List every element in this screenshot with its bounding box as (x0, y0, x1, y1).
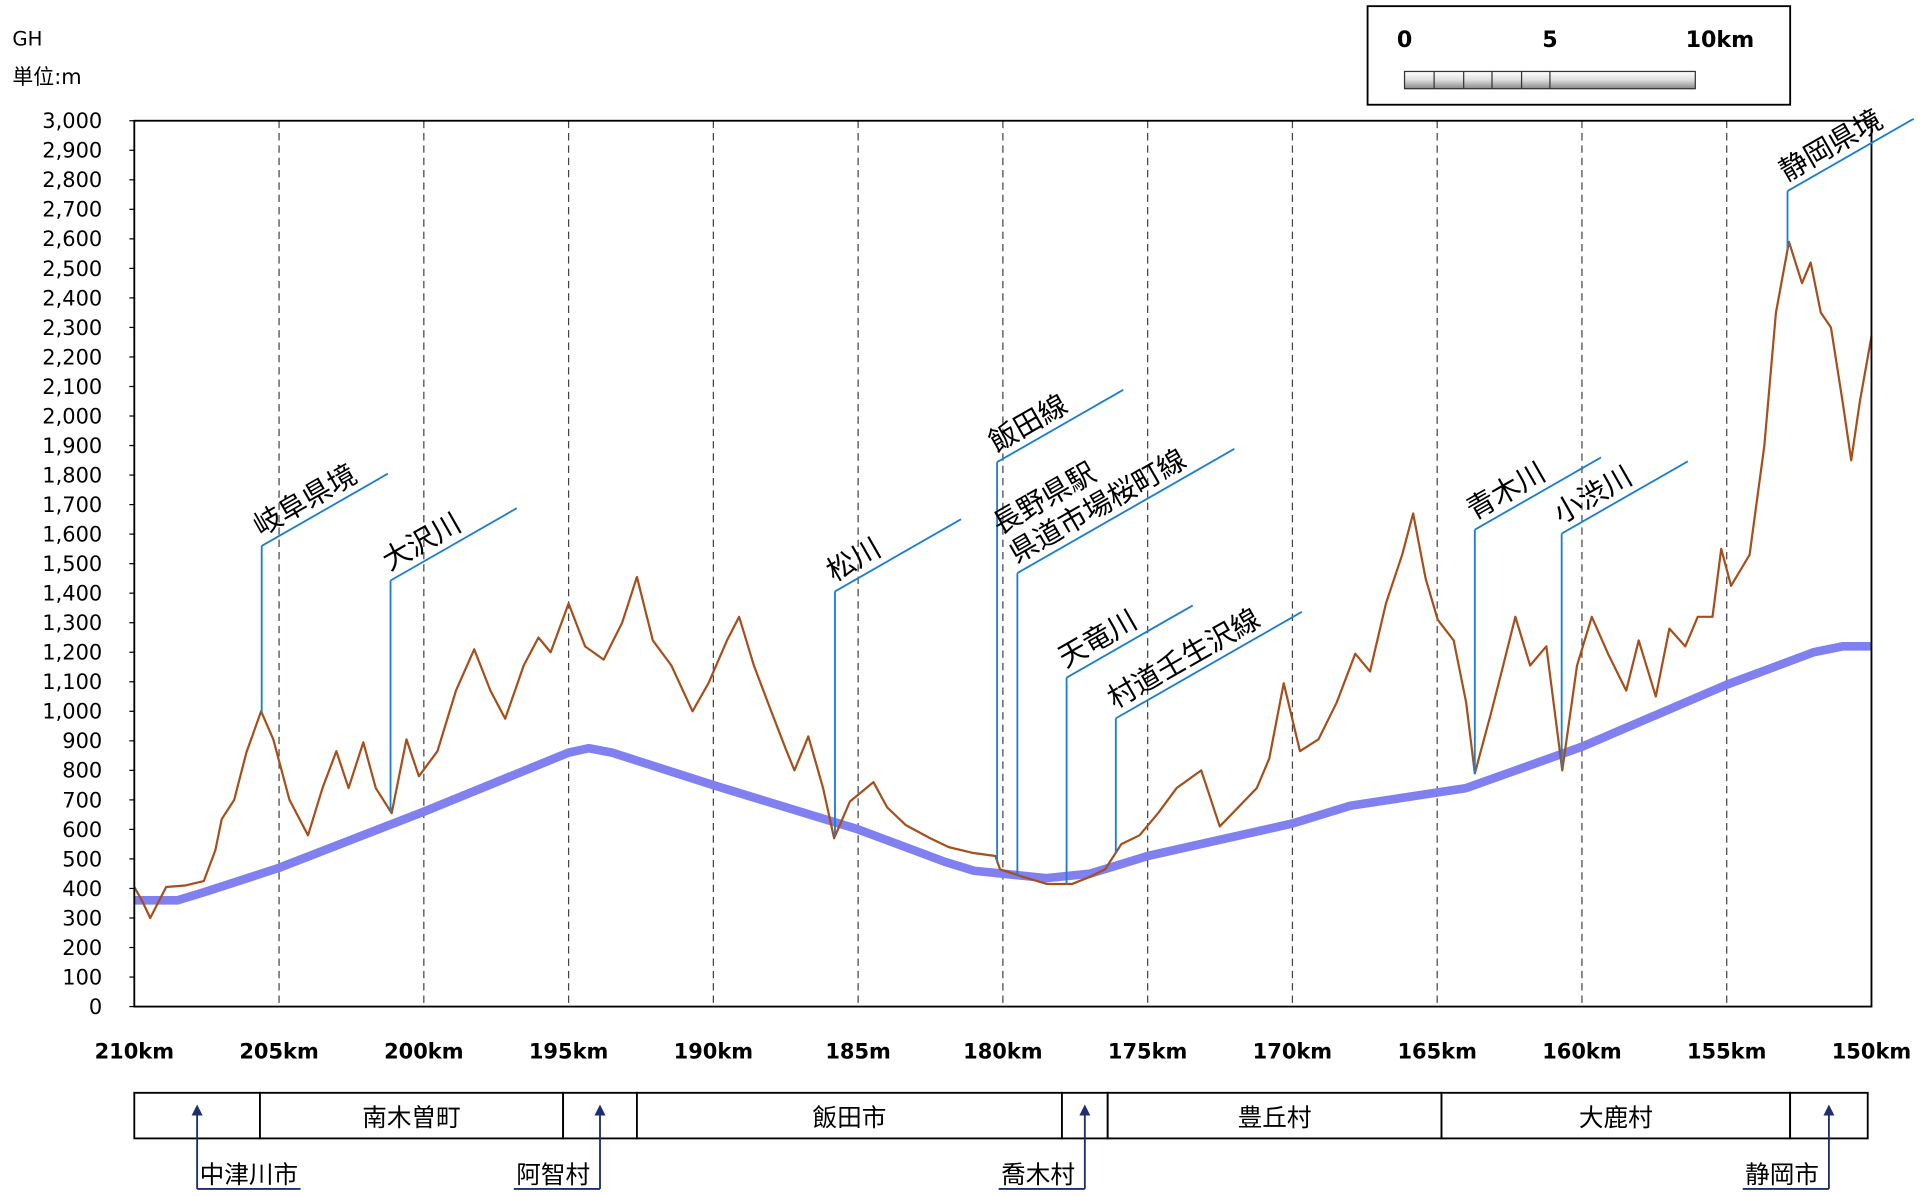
x-tick-label: 165km (1397, 1039, 1476, 1063)
annotation-leader (1561, 460, 1689, 535)
y-tick-label: 1,000 (42, 700, 102, 724)
y-tick-label: 300 (62, 906, 102, 930)
annotation-leader (390, 507, 518, 582)
annotation-label: 飯田線 (983, 388, 1073, 459)
scale-divisions (1433, 71, 1551, 89)
y-tick-label: 2,200 (42, 345, 102, 369)
y-tick-label: 1,700 (42, 493, 102, 517)
annotation-label: 天竜川 (1053, 603, 1143, 674)
region-label: 南木曽町 (362, 1103, 461, 1132)
x-tick-label: 200km (384, 1039, 463, 1063)
x-tick-label: 195km (529, 1039, 608, 1063)
annotation-leader (261, 472, 389, 547)
y-tick-label: 1,800 (42, 463, 102, 487)
x-tick-label: 160km (1542, 1039, 1621, 1063)
header-line: 単位:m (12, 65, 81, 89)
region-label: 豊丘村 (1238, 1103, 1312, 1132)
annotation-leader (1115, 611, 1303, 720)
callout-label: 中津川市 (200, 1160, 299, 1189)
y-tick-label: 1,600 (42, 523, 102, 547)
callout-label: 静岡市 (1745, 1160, 1819, 1189)
y-tick-label: 2,600 (42, 227, 102, 251)
region-box (259, 1091, 565, 1140)
y-tick-label: 200 (62, 936, 102, 960)
callout-label: 阿智村 (516, 1160, 590, 1189)
annotation-leader (1066, 604, 1194, 679)
scale-label: 5 (1542, 27, 1557, 53)
region-box (635, 1091, 1063, 1140)
header-line: GH (12, 28, 42, 51)
x-tick-label: 170km (1253, 1039, 1332, 1063)
y-tick-label: 2,700 (42, 198, 102, 222)
region-box (1440, 1091, 1792, 1140)
region-label: 大鹿村 (1579, 1103, 1653, 1132)
x-tick-label: 150km (1832, 1039, 1911, 1063)
annotation-leader (1787, 117, 1915, 192)
annotation-leader (1016, 448, 1235, 574)
y-tick-label: 400 (62, 877, 102, 901)
x-tick-label: 185m (825, 1039, 891, 1063)
y-tick-label: 0 (89, 995, 102, 1019)
y-tick-label: 3,000 (42, 109, 102, 133)
x-tick-label: 180km (963, 1039, 1042, 1063)
y-tick-label: 600 (62, 818, 102, 842)
scale-box (1366, 5, 1792, 106)
annotation-label: 青木川 (1461, 456, 1551, 527)
profile-line (133, 240, 1873, 920)
callout-label: 喬木村 (1001, 1160, 1075, 1189)
y-tick-label: 800 (62, 759, 102, 783)
annotation-leader (1474, 456, 1602, 531)
y-tick-label: 2,100 (42, 375, 102, 399)
y-tick-label: 2,500 (42, 257, 102, 281)
scale-label: 10km (1686, 27, 1755, 53)
y-tick-label: 1,300 (42, 611, 102, 635)
y-tick-label: 1,900 (42, 434, 102, 458)
y-tick-label: 1,200 (42, 641, 102, 665)
y-tick-label: 2,900 (42, 139, 102, 163)
y-tick-label: 1,100 (42, 670, 102, 694)
annotation-label: 大沢川 (377, 506, 467, 577)
y-tick-label: 500 (62, 847, 102, 871)
x-tick-label: 210km (95, 1039, 174, 1063)
annotation-label: 小渋川 (1548, 459, 1638, 530)
y-tick-label: 2,000 (42, 404, 102, 428)
scale-label: 0 (1397, 27, 1412, 53)
x-tick-label: 190km (674, 1039, 753, 1063)
y-tick-label: 2,300 (42, 316, 102, 340)
y-tick-label: 1,500 (42, 552, 102, 576)
y-tick-label: 2,800 (42, 168, 102, 192)
x-tick-label: 175km (1108, 1039, 1187, 1063)
y-tick-label: 1,400 (42, 582, 102, 606)
y-tick-label: 900 (62, 729, 102, 753)
x-tick-label: 205km (239, 1039, 318, 1063)
annotation-leader (996, 389, 1124, 463)
plot-frame (133, 119, 1873, 1008)
profile-line (134, 642, 1872, 905)
x-tick-label: 155km (1687, 1039, 1766, 1063)
y-tick-label: 2,400 (42, 286, 102, 310)
y-tick-label: 100 (62, 965, 102, 989)
annotation-label: 岐阜県境 (248, 458, 363, 543)
region-label: 飯田市 (812, 1103, 886, 1132)
y-tick-label: 700 (62, 788, 102, 812)
annotation-leader (834, 518, 962, 593)
